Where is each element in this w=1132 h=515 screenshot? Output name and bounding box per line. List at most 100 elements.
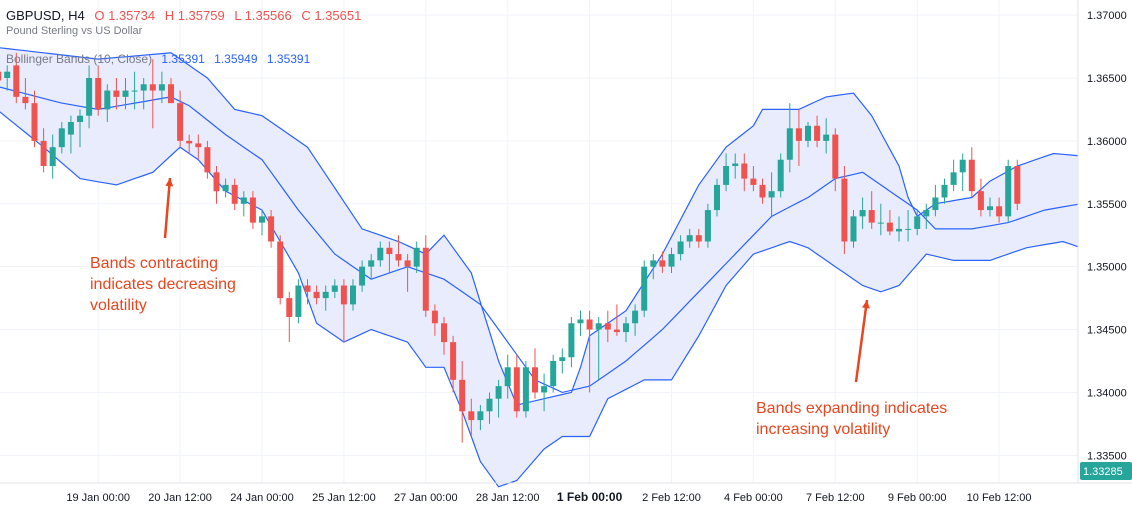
candle-body: [168, 84, 174, 104]
candle: [340, 279, 347, 343]
candle: [777, 153, 784, 198]
candle-body: [814, 125, 821, 141]
candle-body: [768, 191, 775, 198]
candle-body: [996, 206, 1003, 217]
bb-middle-value: 1.35949: [214, 52, 258, 66]
candle-body: [450, 342, 457, 380]
annotation-expanding: Bands expanding indicates increasing vol…: [756, 400, 948, 438]
candle-body: [987, 206, 993, 211]
candle-body: [377, 247, 384, 261]
arrow-expanding: [854, 299, 870, 383]
candle-body: [777, 159, 784, 192]
candle-body: [877, 222, 884, 224]
candle-body: [422, 247, 429, 311]
candle: [277, 235, 284, 305]
candle-body: [896, 228, 902, 232]
candle: [0, 71, 2, 81]
candle: [313, 285, 320, 305]
candle: [122, 77, 129, 110]
candle-body: [532, 367, 538, 393]
candle-body: [650, 260, 657, 267]
candle: [996, 197, 1003, 223]
candle: [650, 254, 657, 280]
candle: [741, 153, 748, 192]
candle-body: [522, 367, 529, 412]
price-tick-label: 1.36500: [1087, 73, 1127, 85]
symbol-description: Pound Sterling vs US Dollar: [6, 25, 143, 37]
candle: [532, 348, 538, 399]
candle: [850, 210, 857, 248]
candle-body: [259, 216, 265, 223]
candle-body: [359, 266, 366, 286]
candle: [923, 203, 930, 229]
candle: [623, 316, 629, 343]
candlesticks: [0, 52, 1021, 443]
candle: [504, 354, 511, 399]
candle: [86, 65, 93, 129]
candle-body: [213, 172, 220, 192]
candle: [668, 247, 675, 273]
candle-body: [295, 285, 302, 317]
candle-body: [641, 266, 648, 311]
candle: [49, 134, 56, 179]
candle: [177, 90, 184, 148]
candle: [823, 118, 830, 154]
candle-body: [977, 191, 984, 211]
candle: [268, 210, 275, 248]
bollinger-band-fill: [0, 47, 1100, 487]
candle-body: [177, 103, 184, 141]
indicator-legend[interactable]: Bollinger Bands (10, Close) 1.35391 1.35…: [6, 52, 316, 66]
price-axis[interactable]: 1.37000 1.36500 1.36000 1.35500 1.35000 1.345…: [1077, 0, 1132, 515]
candle-body: [859, 210, 866, 217]
candle: [959, 153, 966, 192]
candle: [4, 65, 11, 91]
price-tick-label: 1.33500: [1087, 450, 1127, 462]
symbol-label[interactable]: GBPUSD, H4: [6, 8, 85, 23]
candle-body: [923, 210, 930, 217]
time-tick-label: 25 Jan 12:00: [312, 492, 376, 504]
candle-body: [905, 228, 912, 230]
candle-body: [632, 310, 639, 324]
indicator-label: Bollinger Bands (10, Close): [6, 52, 153, 66]
close-value: C 1.35651: [301, 8, 362, 23]
candle: [868, 191, 875, 229]
candle: [641, 260, 648, 317]
candle-body: [750, 178, 757, 185]
candle-body: [404, 260, 411, 267]
candle-body: [686, 235, 693, 242]
candle-body: [350, 285, 356, 305]
candle-body: [459, 379, 466, 412]
candle-body: [304, 285, 311, 292]
candle: [331, 279, 338, 299]
price-tick-label: 1.34000: [1087, 387, 1127, 399]
candle: [295, 279, 302, 324]
candle-body: [313, 291, 320, 299]
candle: [140, 77, 147, 110]
candle-body: [950, 172, 957, 185]
arrow-contracting: [163, 177, 174, 239]
candle-body: [104, 90, 111, 110]
time-tick-label: 27 Jan 00:00: [394, 492, 458, 504]
candle: [422, 235, 429, 317]
candle-body: [759, 184, 766, 198]
candle: [158, 71, 165, 104]
candle: [522, 360, 529, 418]
candle-body: [550, 360, 557, 387]
time-axis[interactable]: 19 Jan 00:00 20 Jan 12:00 24 Jan 00:00 25 J…: [0, 482, 1132, 504]
candle: [950, 159, 957, 192]
candle-body: [431, 310, 438, 324]
candle: [386, 241, 393, 273]
candle-body: [204, 147, 211, 173]
bollinger-lower-band: [0, 111, 1100, 488]
candle-body: [386, 247, 393, 255]
candle: [695, 228, 702, 248]
candle-body: [40, 140, 47, 167]
candle: [377, 241, 384, 267]
candle-body: [395, 254, 402, 261]
candle-body: [240, 197, 247, 204]
candle-body: [577, 319, 584, 324]
candle: [595, 316, 602, 380]
candle-body: [268, 216, 275, 242]
candle: [149, 59, 156, 129]
